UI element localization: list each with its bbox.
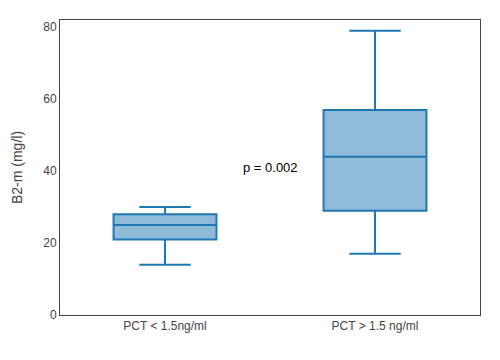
svg-text:p = 0.002: p = 0.002 (243, 160, 298, 175)
svg-text:60: 60 (43, 92, 57, 106)
svg-text:40: 40 (43, 164, 57, 178)
svg-text:PCT > 1.5 ng/ml: PCT > 1.5 ng/ml (332, 319, 419, 333)
svg-text:PCT < 1.5ng/ml: PCT < 1.5ng/ml (123, 319, 206, 333)
svg-text:20: 20 (43, 236, 57, 250)
svg-text:B2-m (mg/l): B2-m (mg/l) (9, 131, 25, 204)
svg-text:0: 0 (50, 308, 57, 322)
svg-text:80: 80 (43, 20, 57, 34)
